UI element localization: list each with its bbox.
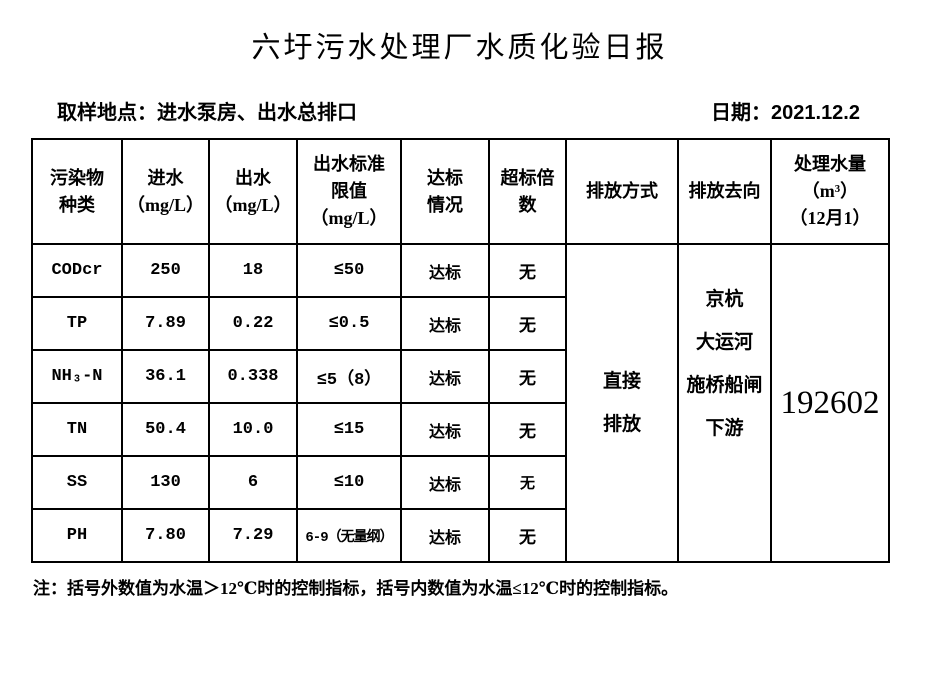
- discharge-destination-cell: 京杭 大运河 施桥船闸 下游: [677, 243, 772, 563]
- table-row: NH₃-N 36.1 0.338 ≤5（8） 达标 无: [31, 349, 889, 404]
- outlet-cell: 6: [208, 455, 298, 510]
- header-discharge-destination: 排放去向: [677, 138, 772, 245]
- exceed-cell: 无: [488, 349, 567, 404]
- exceed-cell: 无: [488, 508, 567, 563]
- table-row: TP 7.89 0.22 ≤0.5 达标 无: [31, 296, 889, 351]
- report-date: 日期：2021.12.2: [711, 102, 860, 124]
- header-inlet: 进水 （mg/L）: [121, 138, 210, 245]
- outlet-cell: 10.0: [208, 402, 298, 457]
- header-limit: 出水标准 限值 （mg/L）: [296, 138, 402, 245]
- meta-row: 取样地点：进水泵房、出水总排口 日期：2021.12.2: [31, 97, 888, 125]
- pollutant-cell: PH: [31, 508, 123, 563]
- limit-cell: 6-9（无量纲）: [296, 508, 402, 563]
- exceed-cell: 无: [488, 243, 567, 298]
- outlet-cell: 7.29: [208, 508, 298, 563]
- header-exceed: 超标倍 数: [488, 138, 567, 245]
- inlet-cell: 250: [121, 243, 210, 298]
- discharge-destination-text: 京杭 大运河 施桥船闸 下游: [686, 289, 763, 439]
- limit-cell: ≤0.5: [296, 296, 402, 351]
- discharge-mode-cell: 直接 排放: [565, 243, 679, 563]
- header-treated-volume: 处理水量 （m³） （12月1）: [770, 138, 890, 245]
- compliance-cell: 达标: [400, 243, 490, 298]
- outlet-cell: 18: [208, 243, 298, 298]
- pollutant-cell: CODcr: [31, 243, 123, 298]
- treated-volume-cell: 192602: [770, 243, 890, 563]
- pollutant-cell: TP: [31, 296, 123, 351]
- limit-cell: ≤15: [296, 402, 402, 457]
- limit-cell: ≤10: [296, 455, 402, 510]
- header-discharge-mode: 排放方式: [565, 138, 679, 245]
- table-header-row: 污染物 种类 进水 （mg/L） 出水 （mg/L） 出水标准 限值 （mg/L…: [31, 138, 890, 245]
- inlet-cell: 130: [121, 455, 210, 510]
- outlet-cell: 0.338: [208, 349, 298, 404]
- pollutant-cell: TN: [31, 402, 123, 457]
- outlet-cell: 0.22: [208, 296, 298, 351]
- limit-cell: ≤50: [296, 243, 402, 298]
- table-row: TN 50.4 10.0 ≤15 达标 无: [31, 402, 889, 457]
- pollutant-cell: SS: [31, 455, 123, 510]
- table-row: PH 7.80 7.29 6-9（无量纲） 达标 无: [31, 508, 889, 563]
- header-outlet: 出水 （mg/L）: [208, 138, 298, 245]
- compliance-cell: 达标: [400, 349, 490, 404]
- compliance-cell: 达标: [400, 508, 490, 563]
- header-pollutant: 污染物 种类: [31, 138, 123, 245]
- limit-cell: ≤5（8）: [296, 349, 402, 404]
- exceed-cell: 无: [488, 455, 567, 510]
- inlet-cell: 7.80: [121, 508, 210, 563]
- page-title: 六圩污水处理厂水质化验日报: [251, 32, 668, 64]
- pollutant-cell: NH₃-N: [31, 349, 123, 404]
- header-compliance: 达标 情况: [400, 138, 490, 245]
- inlet-cell: 50.4: [121, 402, 210, 457]
- exceed-cell: 无: [488, 296, 567, 351]
- inlet-cell: 36.1: [121, 349, 210, 404]
- inlet-cell: 7.89: [121, 296, 210, 351]
- footnote: 注：括号外数值为水温＞12℃时的控制指标，括号内数值为水温≤12℃时的控制指标。: [33, 579, 679, 598]
- table-row: CODcr 250 18 ≤50 达标 无 直接 排放 京杭 大运河 施桥船闸 …: [31, 243, 890, 563]
- report-sheet: 六圩污水处理厂水质化验日报 取样地点：进水泵房、出水总排口 日期：2021.12…: [31, 24, 890, 599]
- compliance-cell: 达标: [400, 296, 490, 351]
- table-row: SS 130 6 ≤10 达标 无: [31, 455, 889, 510]
- compliance-cell: 达标: [400, 455, 490, 510]
- compliance-cell: 达标: [400, 402, 490, 457]
- exceed-cell: 无: [488, 402, 567, 457]
- water-quality-table: 污染物 种类 进水 （mg/L） 出水 （mg/L） 出水标准 限值 （mg/L…: [31, 138, 890, 563]
- sampling-location: 取样地点：进水泵房、出水总排口: [57, 102, 357, 124]
